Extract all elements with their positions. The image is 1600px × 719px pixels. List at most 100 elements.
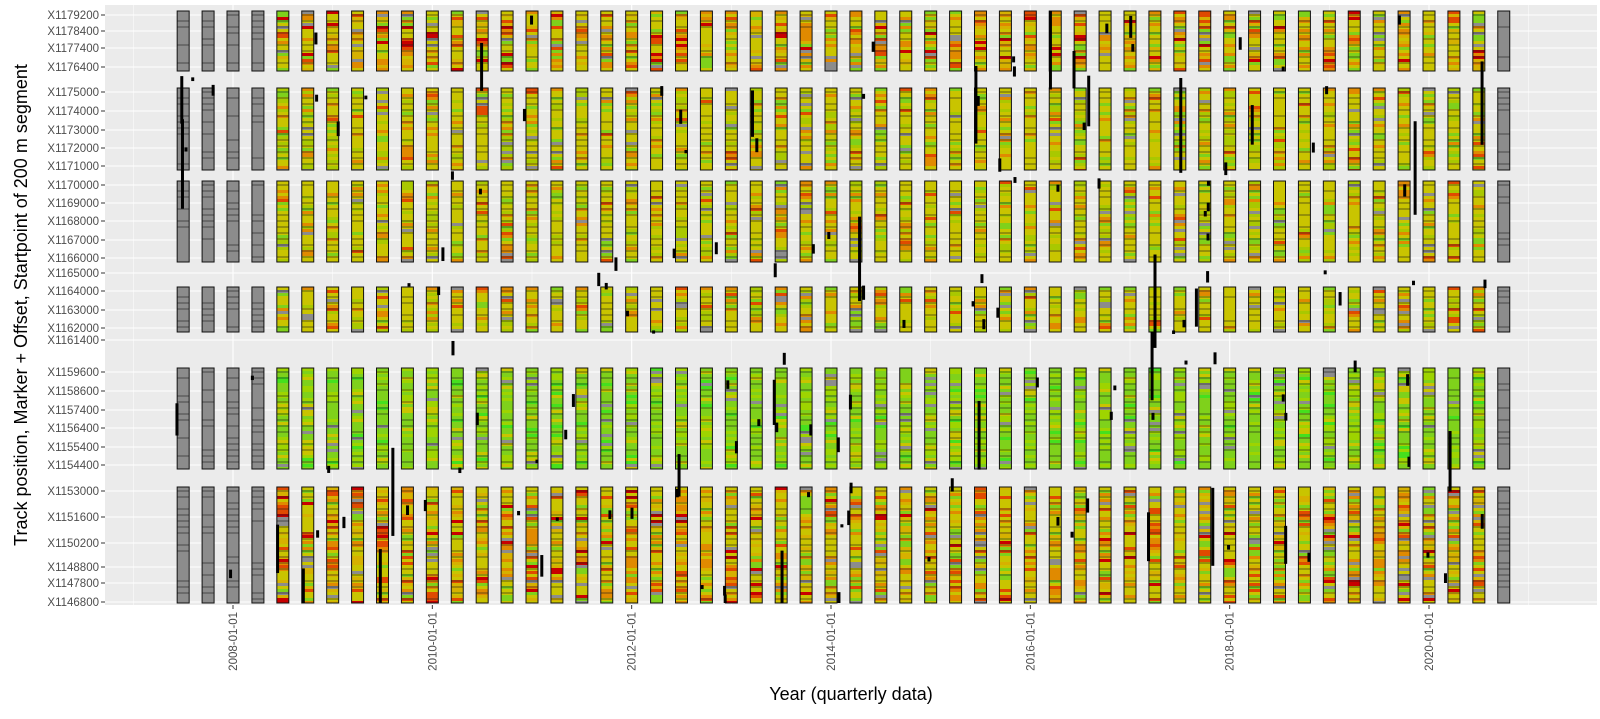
heatmap-cell <box>526 88 538 91</box>
heatmap-cell <box>526 538 538 541</box>
heatmap-cell <box>600 139 613 142</box>
heatmap-cell <box>750 520 763 523</box>
heatmap-cell <box>625 62 638 65</box>
heatmap-cell <box>426 404 439 407</box>
heatmap-cell <box>276 202 289 205</box>
heatmap-cell <box>526 311 538 314</box>
heatmap-cell <box>625 103 638 106</box>
heatmap-cell <box>451 115 464 118</box>
heatmap-cell <box>625 410 638 413</box>
heatmap-cell <box>476 145 489 148</box>
heatmap-cell <box>700 299 713 302</box>
heatmap-cell <box>550 395 563 398</box>
heatmap-cell <box>426 65 439 68</box>
heatmap-cell <box>351 571 364 574</box>
heatmap-cell <box>301 41 314 44</box>
heatmap-cell <box>301 115 314 118</box>
heatmap-cell <box>575 422 588 425</box>
heatmap-cell <box>526 166 538 169</box>
heatmap-cell <box>575 109 588 112</box>
heatmap-cell <box>725 532 738 535</box>
heatmap-cell <box>326 226 339 229</box>
heatmap-cell <box>276 190 289 193</box>
heatmap-cell <box>476 196 489 199</box>
heatmap-cell <box>451 29 464 32</box>
heatmap-cell <box>301 392 314 395</box>
heatmap-cell <box>326 311 339 314</box>
heatmap-cell <box>800 598 813 601</box>
heatmap-cell <box>700 326 713 329</box>
heatmap-cell <box>451 329 464 332</box>
heatmap-cell <box>426 461 439 464</box>
heatmap-cell <box>725 538 738 541</box>
heatmap-cell <box>476 458 489 461</box>
heatmap-cell <box>451 574 464 577</box>
heatmap-cell <box>501 139 514 142</box>
heatmap-cell <box>276 437 289 440</box>
heatmap-cell <box>725 550 738 553</box>
heatmap-cell <box>825 139 837 142</box>
heatmap-cell <box>575 59 588 62</box>
heatmap-cell <box>800 499 813 502</box>
heatmap-cell <box>700 386 713 389</box>
heatmap-cell <box>501 452 514 455</box>
heatmap-cell <box>351 88 364 91</box>
heatmap-cell <box>775 431 788 434</box>
heatmap-cell <box>625 320 638 323</box>
heatmap-cell <box>575 259 588 262</box>
heatmap-cell <box>301 229 314 232</box>
heatmap-cell <box>625 220 638 223</box>
heatmap-cell <box>600 293 613 296</box>
heatmap-cell <box>700 320 713 323</box>
heatmap-cell <box>550 377 563 380</box>
heatmap-cell <box>800 241 813 244</box>
heatmap-cell <box>276 35 289 38</box>
heatmap-cell <box>376 565 389 568</box>
heatmap-cell <box>775 299 788 302</box>
heatmap-cell <box>451 428 464 431</box>
heatmap-cell <box>750 517 763 520</box>
heatmap-cell <box>501 580 514 583</box>
heatmap-cell <box>650 293 663 296</box>
heatmap-cell <box>800 601 813 603</box>
heatmap-cell <box>725 247 738 250</box>
heatmap-cell <box>625 205 638 208</box>
heatmap-cell <box>825 32 837 35</box>
heatmap-cell <box>276 440 289 443</box>
heatmap-cell <box>725 580 738 583</box>
heatmap-cell <box>401 601 414 603</box>
heatmap-cell <box>476 311 489 314</box>
heatmap-cell <box>326 109 339 112</box>
heatmap-cell <box>376 595 389 598</box>
heatmap-cell <box>301 199 314 202</box>
heatmap-cell <box>725 520 738 523</box>
heatmap-cell <box>800 595 813 598</box>
heatmap-cell <box>625 290 638 293</box>
heatmap-cell <box>326 455 339 458</box>
heatmap-cell <box>401 214 414 217</box>
heatmap-cell <box>351 499 364 502</box>
heatmap-cell <box>501 487 514 490</box>
heatmap-cell <box>326 395 339 398</box>
heatmap-cell <box>376 458 389 461</box>
heatmap-cell <box>301 163 314 166</box>
heatmap-cell <box>825 449 837 452</box>
heatmap-cell <box>451 422 464 425</box>
heatmap-cell <box>501 308 514 311</box>
heatmap-cell <box>650 565 663 568</box>
heatmap-cell <box>501 380 514 383</box>
heatmap-cell <box>625 437 638 440</box>
heatmap-cell <box>700 217 713 220</box>
heatmap-cell <box>550 452 563 455</box>
heatmap-cell <box>276 136 289 139</box>
heatmap-cell <box>750 32 763 35</box>
heatmap-cell <box>376 148 389 151</box>
heatmap-cell <box>451 290 464 293</box>
heatmap-cell <box>451 461 464 464</box>
heatmap-cell <box>825 202 837 205</box>
heatmap-cell <box>276 392 289 395</box>
heatmap-cell <box>575 220 588 223</box>
heatmap-cell <box>575 580 588 583</box>
heatmap-cell <box>675 505 688 508</box>
heatmap-cell <box>775 91 788 94</box>
